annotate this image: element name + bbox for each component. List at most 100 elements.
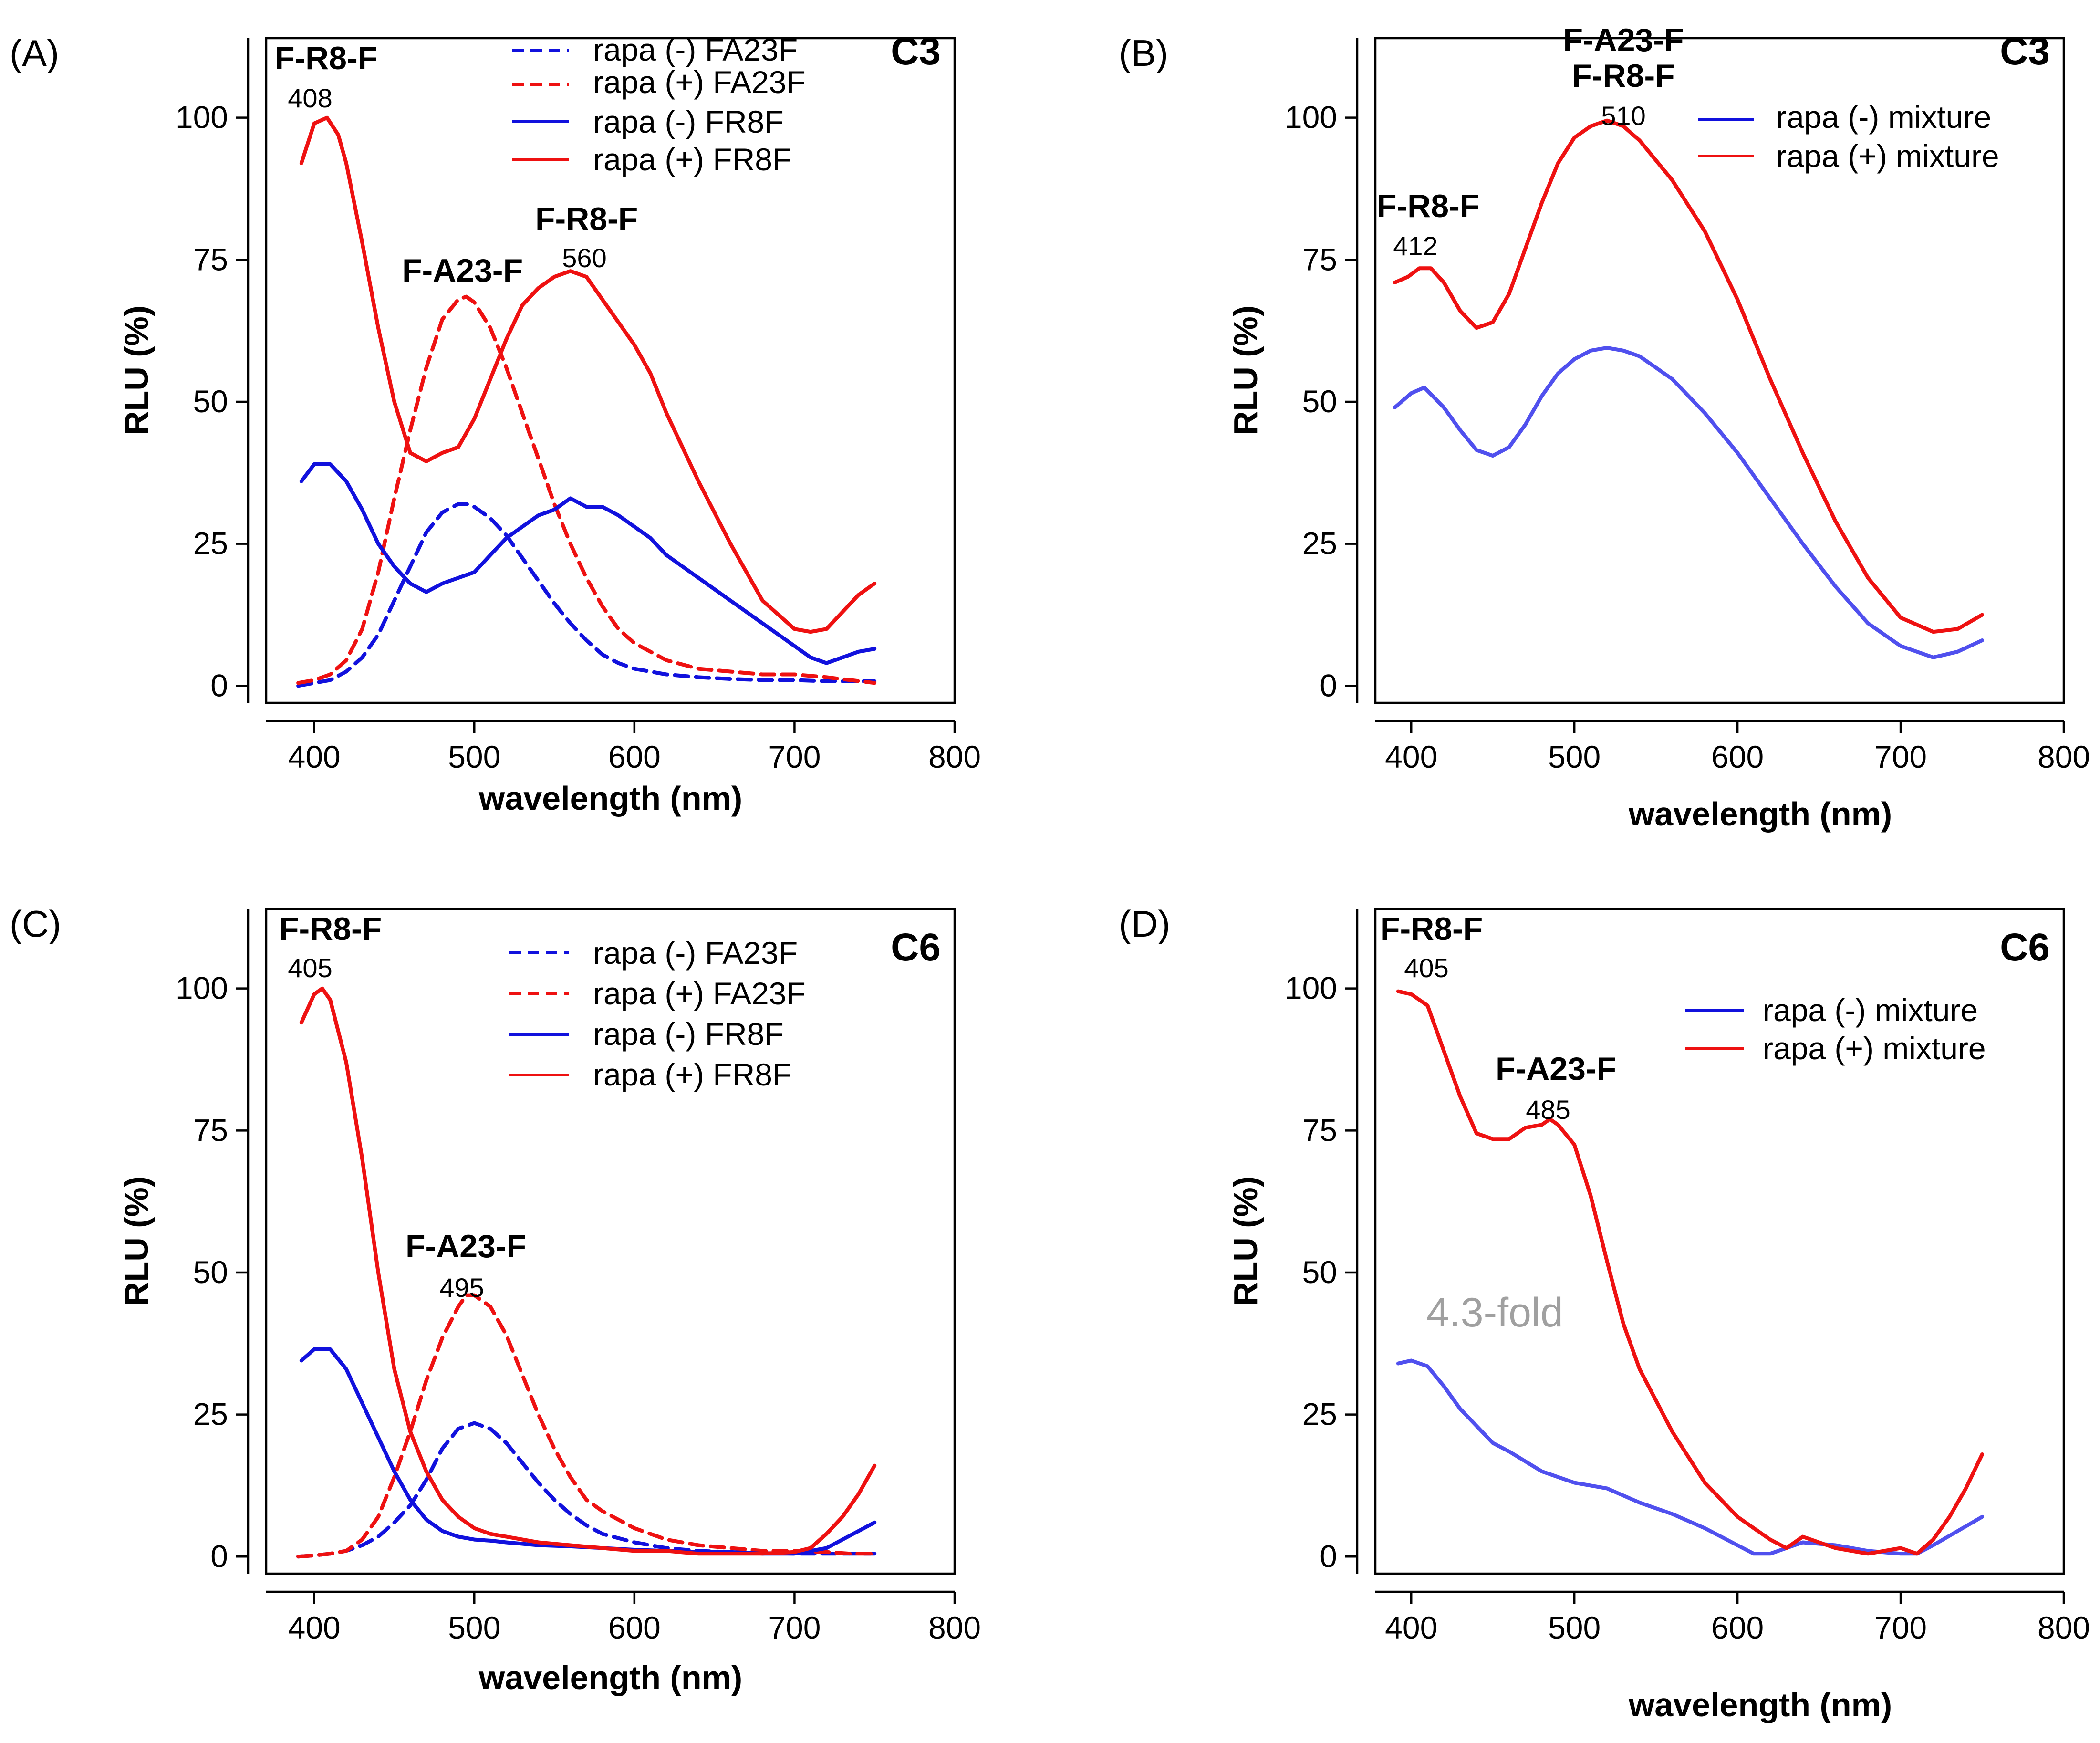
y-tick-label: 0 <box>1320 668 1337 703</box>
panel-c-condition: C6 <box>891 926 941 969</box>
panel-d-plot-frame <box>1374 908 2065 1575</box>
y-tick-label: 75 <box>1302 241 1337 277</box>
y-tick-label: 75 <box>193 1112 228 1148</box>
x-tick-label: 400 <box>288 739 341 774</box>
annotation-value: 412 <box>1393 231 1437 261</box>
y-tick-label: 0 <box>210 668 228 703</box>
legend-label: rapa (+) FA23F <box>593 64 806 100</box>
panel-d-condition: C6 <box>2000 926 2050 969</box>
panel-d-series <box>1396 989 1984 1556</box>
x-tick-label: 800 <box>2038 739 2090 774</box>
series-line-rapa-fr8f <box>299 1347 877 1556</box>
legend-label: rapa (+) FA23F <box>593 976 806 1011</box>
series-line-rapa-mixture <box>1396 989 1984 1556</box>
x-tick-label: 500 <box>1548 739 1601 774</box>
annotation-label: F-A23-F <box>405 1228 526 1264</box>
legend-label: rapa (-) FA23F <box>593 32 798 67</box>
legend-label: rapa (+) FR8F <box>593 142 791 177</box>
annotation-label: F-A23-F <box>402 252 523 289</box>
y-tick-label: 100 <box>176 971 228 1006</box>
annotation-label: F-R8-F <box>1572 58 1674 94</box>
legend-label: rapa (+) FR8F <box>593 1057 791 1092</box>
legend-label: rapa (+) mixture <box>1763 1031 1986 1066</box>
series-line-rapa-fr8f <box>299 462 877 665</box>
y-tick-label: 75 <box>1302 1112 1337 1148</box>
panel-c-legend: rapa (-) FA23F rapa (+) FA23F rapa (-) F… <box>509 935 806 1092</box>
panel-d-y-label: RLU (%) <box>1227 1176 1264 1306</box>
y-tick-label: 0 <box>210 1538 228 1574</box>
panel-b: (B) 0 25 50 75 100 400 500 600 700 800 wavelengt… <box>1119 22 2090 833</box>
x-tick-label: 500 <box>448 1610 500 1645</box>
panel-a-x-label: wavelength (nm) <box>478 780 742 817</box>
y-tick-label: 100 <box>1285 100 1337 135</box>
panel-b-y-ticks: 0 25 50 75 100 <box>1285 100 1357 703</box>
x-tick-label: 600 <box>1711 739 1764 774</box>
panel-d-letter: (D) <box>1119 903 1170 945</box>
y-tick-label: 75 <box>193 241 228 277</box>
annotation-value: 485 <box>1526 1095 1570 1125</box>
x-tick-label: 800 <box>928 739 981 774</box>
panel-a-y-label: RLU (%) <box>118 305 155 435</box>
annotation-label: F-A23-F <box>1563 22 1684 58</box>
panel-d-x-label: wavelength (nm) <box>1628 1686 1892 1723</box>
panel-b-plot-frame <box>1374 37 2065 704</box>
series-line-rapa-mixture <box>1393 345 1984 659</box>
y-tick-label: 50 <box>1302 1254 1337 1290</box>
x-tick-label: 400 <box>1385 739 1437 774</box>
x-tick-label: 800 <box>2038 1610 2090 1645</box>
panel-a: (A) 0 25 50 75 100 400 500 600 700 800 wavelengt… <box>10 30 981 817</box>
legend-label: rapa (-) mixture <box>1763 992 1978 1028</box>
annotation-value: 495 <box>439 1273 484 1303</box>
x-tick-label: 700 <box>768 1610 821 1645</box>
panel-d: (D) 0 25 50 75 100 400 500 600 700 800 wavelengt… <box>1119 903 2090 1723</box>
panel-a-y-ticks: 0 25 50 75 100 <box>176 100 248 703</box>
x-tick-label: 600 <box>1711 1610 1764 1645</box>
y-tick-label: 25 <box>1302 1397 1337 1432</box>
annotation-label: F-R8-F <box>535 201 638 237</box>
annotation-value: 405 <box>288 953 332 983</box>
series-line-rapa-fa23f <box>296 1293 877 1559</box>
y-tick-label: 100 <box>176 100 228 135</box>
series-line-rapa-mixture <box>1396 1358 1984 1556</box>
x-tick-label: 700 <box>1874 739 1927 774</box>
panel-b-x-ticks: 400 500 600 700 800 <box>1385 721 2090 774</box>
y-tick-label: 100 <box>1285 971 1337 1006</box>
panel-c-letter: (C) <box>10 903 61 945</box>
panel-c-x-label: wavelength (nm) <box>478 1659 742 1696</box>
y-tick-label: 25 <box>1302 526 1337 561</box>
legend-label: rapa (-) FR8F <box>593 1016 784 1052</box>
y-tick-label: 25 <box>193 1397 228 1432</box>
annotation-value: 560 <box>562 243 606 273</box>
panel-b-x-label: wavelength (nm) <box>1628 795 1892 833</box>
x-tick-label: 400 <box>1385 1610 1437 1645</box>
y-tick-label: 25 <box>193 526 228 561</box>
panel-d-legend: rapa (-) mixture rapa (+) mixture <box>1685 992 1986 1066</box>
annotation-label: F-R8-F <box>275 40 377 76</box>
annotation-label: F-R8-F <box>1377 188 1479 224</box>
panel-c-x-ticks: 400 500 600 700 800 <box>288 1592 981 1645</box>
series-line-rapa-mixture <box>1393 118 1984 634</box>
x-tick-label: 400 <box>288 1610 341 1645</box>
fold-change-label: 4.3-fold <box>1426 1290 1563 1336</box>
panel-b-y-label: RLU (%) <box>1227 305 1264 435</box>
y-tick-label: 50 <box>193 384 228 419</box>
panel-d-y-ticks: 0 25 50 75 100 <box>1285 971 1357 1574</box>
annotation-label: F-A23-F <box>1496 1051 1616 1087</box>
x-tick-label: 500 <box>448 739 500 774</box>
legend-label: rapa (-) FR8F <box>593 104 784 139</box>
y-tick-label: 0 <box>1320 1538 1337 1574</box>
legend-label: rapa (-) mixture <box>1776 99 1991 135</box>
panel-b-legend: rapa (-) mixture rapa (+) mixture <box>1698 99 1999 174</box>
annotation-value: 510 <box>1601 101 1645 131</box>
series-line-rapa-fa23f <box>296 1421 877 1559</box>
x-tick-label: 500 <box>1548 1610 1601 1645</box>
annotation-value: 405 <box>1404 953 1448 983</box>
series-line-rapa-fr8f <box>299 986 877 1556</box>
panel-d-x-ticks: 400 500 600 700 800 <box>1385 1592 2090 1645</box>
x-tick-label: 800 <box>928 1610 981 1645</box>
panel-b-series <box>1393 118 1984 659</box>
panel-a-condition: C3 <box>891 30 941 73</box>
panel-c-y-label: RLU (%) <box>118 1176 155 1306</box>
panel-a-x-ticks: 400 500 600 700 800 <box>288 721 981 774</box>
annotation-value: 408 <box>288 83 332 113</box>
